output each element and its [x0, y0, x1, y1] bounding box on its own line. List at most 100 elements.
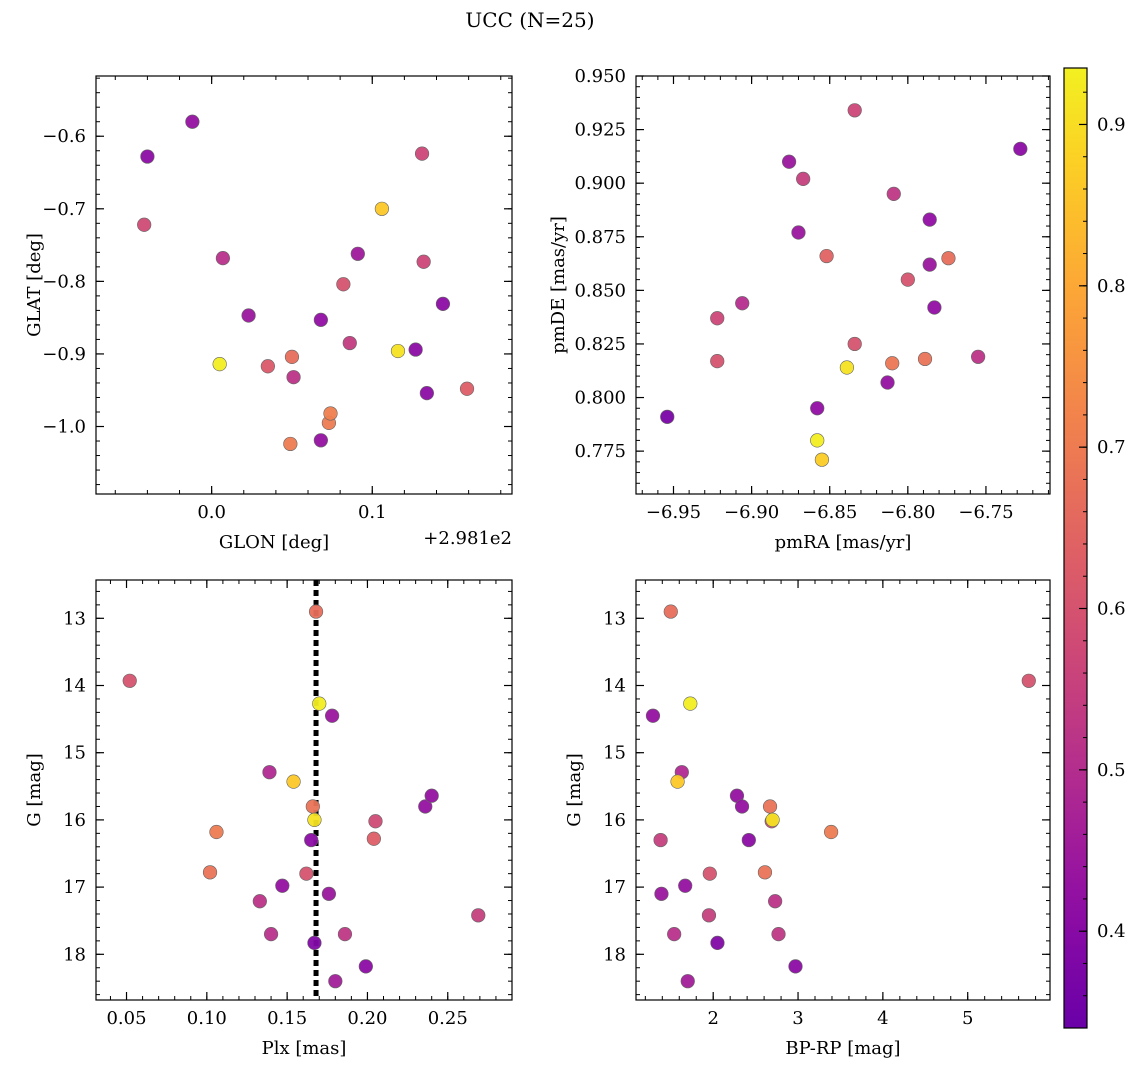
- scatter-point: [323, 406, 338, 421]
- scatter-point: [305, 799, 320, 814]
- scatter-point: [663, 604, 678, 619]
- ticks: [96, 76, 512, 494]
- scatter-point: [810, 433, 825, 448]
- scatter-point: [757, 865, 773, 880]
- colorbar-tick-label: 0.8: [1097, 276, 1126, 297]
- scatter-point: [824, 824, 839, 840]
- scatter-point: [814, 452, 830, 467]
- x-tick-label: 5: [962, 1008, 973, 1029]
- y-tick-label: 17: [63, 877, 86, 898]
- y-tick-label: 0.925: [574, 120, 626, 141]
- scatter-point: [847, 336, 862, 352]
- colorbar-tick-label: 0.4: [1097, 921, 1126, 942]
- scatter-point: [328, 974, 343, 989]
- scatter-point: [1021, 673, 1036, 688]
- scatter-point: [819, 248, 834, 264]
- x-axis-label: pmRA [mas/yr]: [775, 532, 912, 553]
- scatter-point: [307, 935, 322, 950]
- scatter-point: [215, 251, 230, 266]
- y-tick-label: −0.8: [42, 271, 86, 292]
- x-tick-label: −6.90: [724, 502, 779, 523]
- axes-frame: [95, 579, 513, 1001]
- scatter-point: [435, 296, 451, 311]
- x-tick-label: −6.85: [802, 502, 857, 523]
- scatter-point: [325, 708, 340, 723]
- scatter-point: [299, 866, 314, 881]
- scatter-points: [660, 103, 1028, 467]
- y-tick-label: −1.0: [42, 417, 86, 438]
- scatter-point: [308, 604, 324, 619]
- panel-2: −6.95 −6.90 −6.85 −6.80 −6.75 0.775 0.800 0.825…: [548, 66, 1051, 553]
- scatter-point: [886, 186, 901, 201]
- scatter-point: [1013, 141, 1028, 156]
- scatter-point: [342, 335, 357, 351]
- x-tick-label: 0.05: [106, 1008, 146, 1029]
- y-tick-label: 14: [63, 676, 86, 697]
- scatter-point: [275, 878, 290, 893]
- y-tick-label: −0.6: [42, 126, 86, 147]
- y-tick-label: 15: [63, 743, 86, 764]
- x-tick-label: 0.0: [197, 502, 226, 523]
- scatter-point: [358, 959, 373, 974]
- axes-frame: [635, 579, 1051, 1001]
- scatter-point: [212, 357, 227, 372]
- scatter-point: [260, 359, 275, 374]
- x-tick-label: −6.75: [958, 502, 1013, 523]
- x-tick-label: 4: [877, 1008, 888, 1029]
- scatter-point: [366, 831, 381, 846]
- scatter-point: [667, 927, 682, 942]
- figure-title: UCC (N=25): [465, 8, 594, 32]
- scatter-point: [137, 217, 152, 232]
- scatter-point: [350, 246, 365, 261]
- y-tick-label: 0.800: [574, 388, 626, 409]
- y-tick-label: 0.775: [574, 441, 626, 462]
- x-tick-label: 0.25: [428, 1008, 468, 1029]
- scatter-point: [313, 312, 328, 327]
- scatter-point: [839, 360, 855, 375]
- scatter-point: [660, 409, 675, 424]
- scatter-point: [645, 708, 661, 723]
- y-tick-label: 0.900: [574, 173, 626, 194]
- scatter-point: [771, 927, 786, 942]
- scatter-point: [313, 433, 328, 448]
- scatter-point: [670, 774, 685, 789]
- y-tick-label: 13: [603, 608, 626, 629]
- scatter-point: [140, 149, 155, 164]
- ticks: [96, 580, 513, 1000]
- scatter-point: [283, 436, 298, 452]
- scatter-point: [337, 927, 353, 942]
- scatter-point: [424, 788, 439, 803]
- scatter-point: [782, 154, 797, 169]
- colorbar-tick-label: 0.5: [1097, 760, 1126, 781]
- y-tick-label: 13: [63, 608, 86, 629]
- scatter-point: [262, 765, 277, 780]
- scatter-point: [419, 386, 434, 401]
- scatter-point: [710, 935, 725, 950]
- axes-frame: [95, 75, 513, 495]
- scatter-point: [971, 349, 986, 364]
- scatter-point: [683, 696, 698, 711]
- axes-frame: [635, 75, 1051, 495]
- y-axis-label: pmDE [mas/yr]: [548, 216, 569, 354]
- y-tick-label: 0.875: [574, 227, 626, 248]
- x-tick-label: −6.95: [646, 502, 701, 523]
- scatter-point: [678, 878, 693, 893]
- scatter-points: [137, 114, 475, 452]
- scatter-point: [286, 370, 301, 385]
- scatter-point: [922, 212, 937, 227]
- scatter-point: [900, 272, 915, 287]
- scatter-point: [185, 114, 200, 129]
- y-tick-label: 16: [603, 810, 626, 831]
- y-tick-label: 14: [603, 676, 626, 697]
- scatter-point: [416, 254, 431, 269]
- x-tick-label: 0.15: [267, 1008, 307, 1029]
- scatter-point: [307, 812, 322, 828]
- x-offset-label: +2.981e2: [423, 528, 512, 549]
- scatter-point: [209, 824, 224, 840]
- y-tick-label: 15: [603, 743, 626, 764]
- scatter-point: [880, 375, 895, 390]
- x-axis-label: BP-RP [mag]: [785, 1038, 900, 1059]
- y-tick-label: 0.850: [574, 280, 626, 301]
- y-tick-label: 18: [603, 944, 626, 965]
